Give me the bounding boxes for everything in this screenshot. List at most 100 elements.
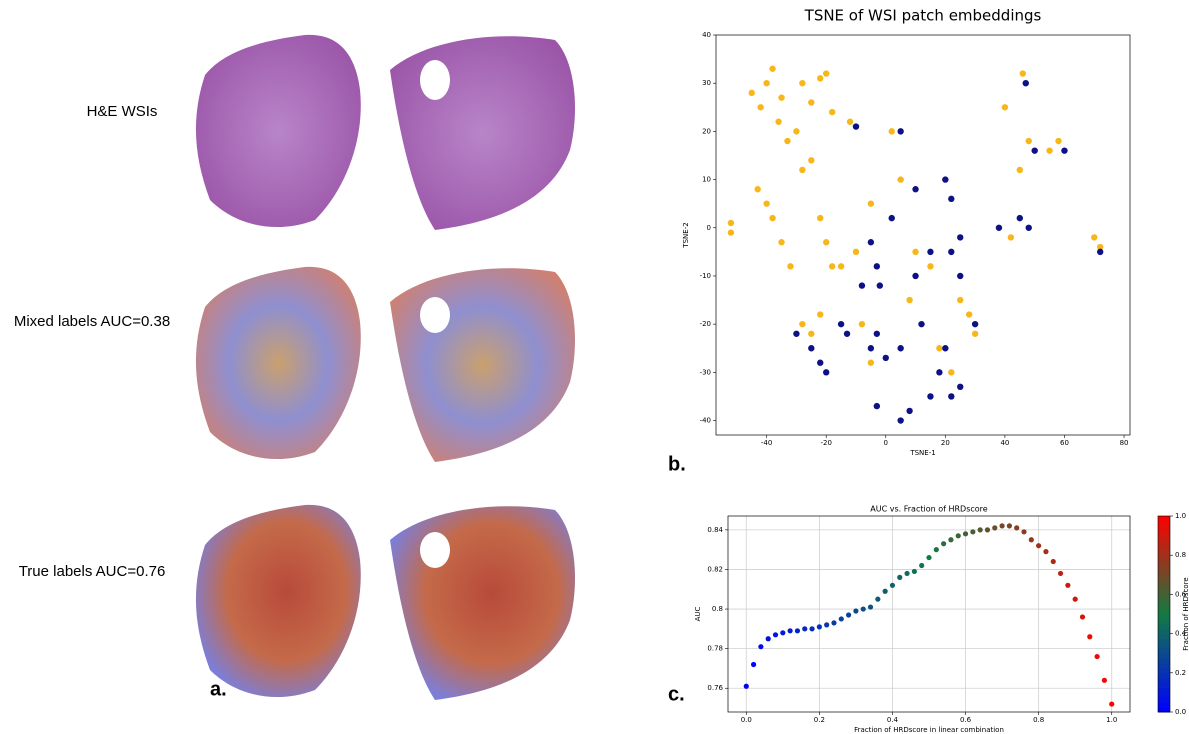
tissue-image: [390, 36, 575, 230]
x-tick-label: 40: [1000, 439, 1009, 447]
point: [867, 239, 875, 246]
tissue-image: [390, 268, 575, 462]
point: [948, 393, 955, 400]
colorbar-step: [1158, 643, 1170, 649]
colorbar-step: [1158, 653, 1170, 659]
point: [799, 320, 806, 328]
point: [780, 630, 786, 636]
point: [936, 369, 943, 376]
point: [794, 628, 801, 634]
tissue-hole: [420, 532, 450, 568]
tissue-images: [195, 34, 575, 700]
point: [817, 311, 824, 318]
colorbar-step: [1158, 667, 1170, 674]
point: [765, 636, 771, 642]
point: [911, 568, 917, 575]
point: [787, 263, 794, 270]
point: [1097, 243, 1104, 251]
point: [941, 541, 947, 547]
colorbar-step: [1158, 574, 1170, 581]
point: [948, 369, 955, 376]
x-tick-label: 0.8: [1033, 716, 1044, 724]
colorbar-step: [1158, 658, 1170, 664]
point: [867, 200, 875, 207]
point: [1007, 234, 1015, 241]
point: [875, 596, 881, 602]
point: [823, 239, 830, 246]
point: [948, 195, 955, 203]
colorbar-step: [1158, 579, 1170, 586]
row-label: Mixed labels AUC=0.38: [14, 313, 170, 330]
point: [852, 248, 860, 256]
point: [754, 186, 761, 193]
x-tick-label: 0.6: [960, 716, 972, 724]
point: [1065, 582, 1071, 588]
colorbar-step: [1158, 628, 1170, 635]
point: [948, 248, 955, 256]
x-tick-label: -40: [761, 439, 772, 447]
y-tick-label: 0.8: [712, 605, 723, 613]
plot-frame: [727, 515, 1131, 713]
colorbar-step: [1158, 623, 1170, 630]
point: [888, 214, 895, 222]
point: [793, 128, 800, 135]
x-tick-label: 20: [941, 439, 950, 447]
tissue-image: [195, 266, 361, 460]
colorbar-step: [1158, 555, 1170, 561]
point: [1046, 147, 1053, 154]
point: [1006, 523, 1013, 529]
point: [775, 118, 782, 125]
colorbar-step: [1158, 687, 1170, 693]
point: [1031, 147, 1038, 154]
point: [769, 214, 776, 222]
point: [897, 574, 903, 580]
point: [1094, 653, 1100, 660]
y-tick-label: 20: [702, 127, 711, 135]
point: [787, 628, 793, 634]
colorbar-step: [1158, 638, 1170, 644]
point: [971, 320, 979, 328]
x-tick-label: 80: [1120, 439, 1129, 447]
point: [846, 118, 854, 125]
point: [1043, 549, 1049, 555]
y-tick-label: 10: [702, 176, 711, 184]
point: [942, 176, 949, 183]
point: [927, 263, 934, 270]
tissue-image: [390, 506, 575, 700]
point: [1016, 166, 1023, 174]
colorbar-step: [1158, 682, 1170, 688]
point: [808, 99, 815, 106]
point: [897, 345, 904, 352]
point: [808, 157, 815, 164]
point: [838, 616, 844, 622]
point: [912, 248, 919, 256]
y-tick-label: 0.78: [707, 645, 723, 653]
point: [858, 320, 866, 328]
tissue-hole: [420, 297, 450, 333]
point: [992, 525, 998, 531]
colorbar-step: [1158, 604, 1170, 610]
colorbar-step: [1158, 560, 1170, 566]
point: [1021, 529, 1027, 535]
point: [750, 661, 757, 668]
chart-title: AUC vs. Fraction of HRDscore: [870, 505, 987, 514]
y-tick-label: 40: [702, 31, 711, 39]
point: [888, 128, 895, 135]
point: [971, 330, 979, 337]
colorbar-step: [1158, 618, 1170, 625]
point: [1014, 525, 1020, 531]
point: [957, 296, 964, 304]
point: [955, 533, 961, 539]
colorbar-step: [1158, 565, 1170, 571]
point: [1057, 570, 1064, 577]
y-tick-label: 30: [702, 79, 711, 87]
point: [858, 282, 866, 289]
point: [799, 79, 806, 87]
point: [984, 527, 991, 533]
colorbar-step: [1158, 648, 1170, 654]
colorbar-step: [1158, 692, 1170, 698]
point: [831, 620, 837, 626]
point: [1028, 537, 1034, 543]
y-tick-label: -20: [700, 320, 711, 328]
colorbar-tick-label: 0.8: [1175, 551, 1186, 559]
